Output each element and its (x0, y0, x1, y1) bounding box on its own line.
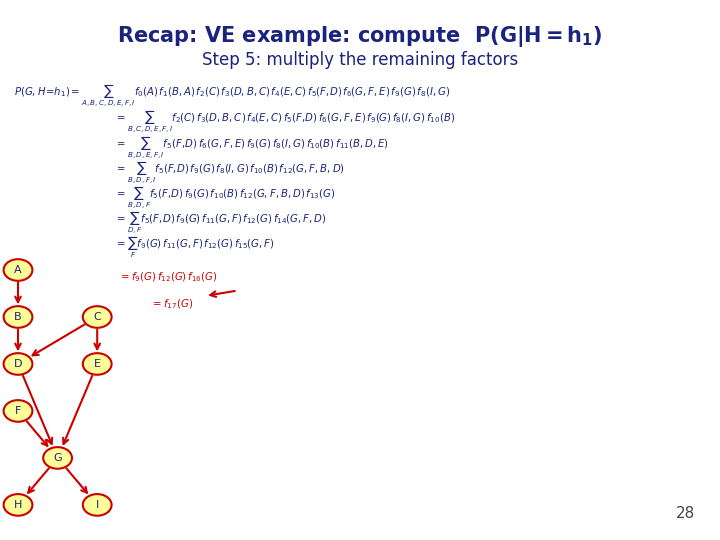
Text: $= f_{17}(G)$: $= f_{17}(G)$ (151, 297, 194, 310)
Text: D: D (14, 359, 22, 369)
Text: Step 5: multiply the remaining factors: Step 5: multiply the remaining factors (202, 51, 518, 69)
Text: $= \sum_{B,D,E,F,I} f_5(F,\!D)\, f_6(G,F,E)\, f_9(G)\, f_8(I,G)\, f_{10}(B)\, f_: $= \sum_{B,D,E,F,I} f_5(F,\!D)\, f_6(G,F… (115, 134, 389, 161)
Text: $= \sum_{B,D,F,I} f_5(F,\!D)\, f_9(G)\, f_8(I,G)\, f_{10}(B)\, f_{12}(G,F,B,D)$: $= \sum_{B,D,F,I} f_5(F,\!D)\, f_9(G)\, … (115, 159, 345, 186)
Text: C: C (94, 312, 101, 322)
Text: B: B (14, 312, 22, 322)
Text: I: I (96, 500, 99, 510)
Text: $P(G, H\!=\!h_1) = \sum_{A,B,C,D,E,F,I} f_0(A)\, f_1(B,A)\, f_2(C)\, f_3(D,B,C)\: $P(G, H\!=\!h_1) = \sum_{A,B,C,D,E,F,I} … (14, 82, 451, 109)
Text: $= \sum_{F} f_9(G)\, f_{11}(G,F)\, f_{12}(G)\, f_{15}(G,F)$: $= \sum_{F} f_9(G)\, f_{11}(G,F)\, f_{12… (115, 234, 275, 260)
Text: $= \sum_{B,D,F} f_5(F,\!D)\, f_9(G)\, f_{10}(B)\, f_{12}(G,F,B,D)\, f_{13}(G)$: $= \sum_{B,D,F} f_5(F,\!D)\, f_9(G)\, f_… (115, 185, 336, 212)
Text: H: H (14, 500, 22, 510)
Text: Recap: VE example: compute  $\mathbf{P(G|H=h_1)}$: Recap: VE example: compute $\mathbf{P(G|… (117, 24, 603, 49)
Text: F: F (15, 406, 21, 416)
Text: E: E (94, 359, 101, 369)
Text: $= \sum_{B,C,D,E,F,I} f_2(C)\, f_3(D,B,C)\, f_4(E,C)\, f_5(F,\!D)\, f_6(G,F,E)\,: $= \sum_{B,C,D,E,F,I} f_2(C)\, f_3(D,B,C… (115, 108, 456, 135)
Text: $= f_9(G)\, f_{12}(G)\, f_{16}(G)$: $= f_9(G)\, f_{12}(G)\, f_{16}(G)$ (119, 270, 217, 284)
Text: 28: 28 (675, 506, 695, 521)
Text: $= \sum_{D,F} f_5(F,\!D)\, f_9(G)\, f_{11}(G,F)\, f_{12}(G)\, f_{14}(G,F,D)$: $= \sum_{D,F} f_5(F,\!D)\, f_9(G)\, f_{1… (115, 210, 327, 237)
Text: G: G (53, 453, 62, 463)
Text: A: A (14, 265, 22, 275)
